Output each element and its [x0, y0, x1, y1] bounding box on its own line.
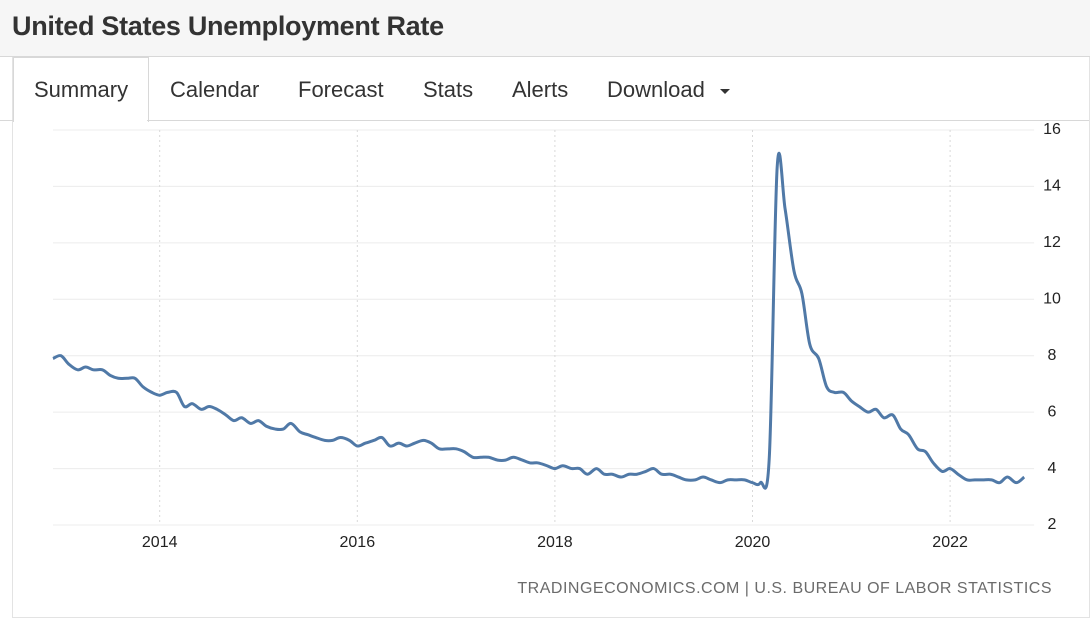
page-title: United States Unemployment Rate	[12, 11, 444, 41]
tab[interactable]: Alerts	[512, 77, 569, 102]
content-frame	[12, 57, 1090, 618]
tab[interactable]: Download	[607, 77, 705, 102]
header-bar: United States Unemployment Rate	[0, 0, 1090, 57]
tab-bar: Summary Calendar Forecast Stats Alerts D…	[0, 57, 1090, 121]
tab[interactable]: Calendar	[170, 77, 260, 102]
tab-border	[0, 120, 13, 121]
active-tab-box	[13, 57, 149, 122]
tab[interactable]: Forecast	[298, 77, 384, 102]
dropdown-caret	[720, 89, 730, 94]
tab-border	[147, 120, 1089, 121]
tab[interactable]: Summary	[34, 77, 129, 102]
tab[interactable]: Stats	[423, 77, 474, 102]
